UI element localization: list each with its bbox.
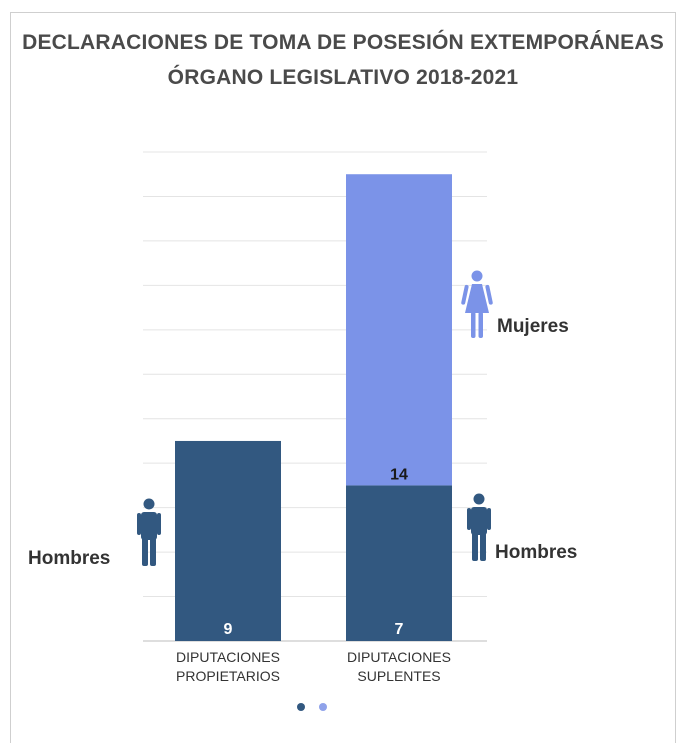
page-dot-1[interactable] <box>319 703 327 711</box>
legend-mujeres: Mujeres <box>497 316 569 337</box>
category-label-1-line-0: DIPUTACIONES <box>347 649 451 665</box>
category-label-1-line-1: SUPLENTES <box>357 668 440 684</box>
chart-title: DECLARACIONES DE TOMA DE POSESIÓN EXTEMP… <box>22 31 664 54</box>
man-figure-icon <box>137 498 161 566</box>
bar-mujeres-1 <box>346 174 452 486</box>
category-label-0-line-1: PROPIETARIOS <box>176 668 280 684</box>
bar-hombres-0 <box>175 440 281 641</box>
page-dot-0[interactable] <box>297 703 305 711</box>
chart-card <box>10 12 676 743</box>
carousel-pagination <box>297 703 327 711</box>
data-label-1-1: 14 <box>390 466 408 483</box>
legend-hombres-left: Hombres <box>28 548 110 569</box>
data-label-1-0: 7 <box>395 621 404 638</box>
chart-subtitle: ÓRGANO LEGISLATIVO 2018-2021 <box>167 66 519 89</box>
category-label-0-line-0: DIPUTACIONES <box>176 649 280 665</box>
legend-hombres-right: Hombres <box>495 542 577 563</box>
man-figure-icon <box>467 493 491 561</box>
bar-hombres-1 <box>346 485 452 641</box>
woman-figure-icon <box>461 270 493 338</box>
data-label-0-0: 9 <box>224 621 233 638</box>
